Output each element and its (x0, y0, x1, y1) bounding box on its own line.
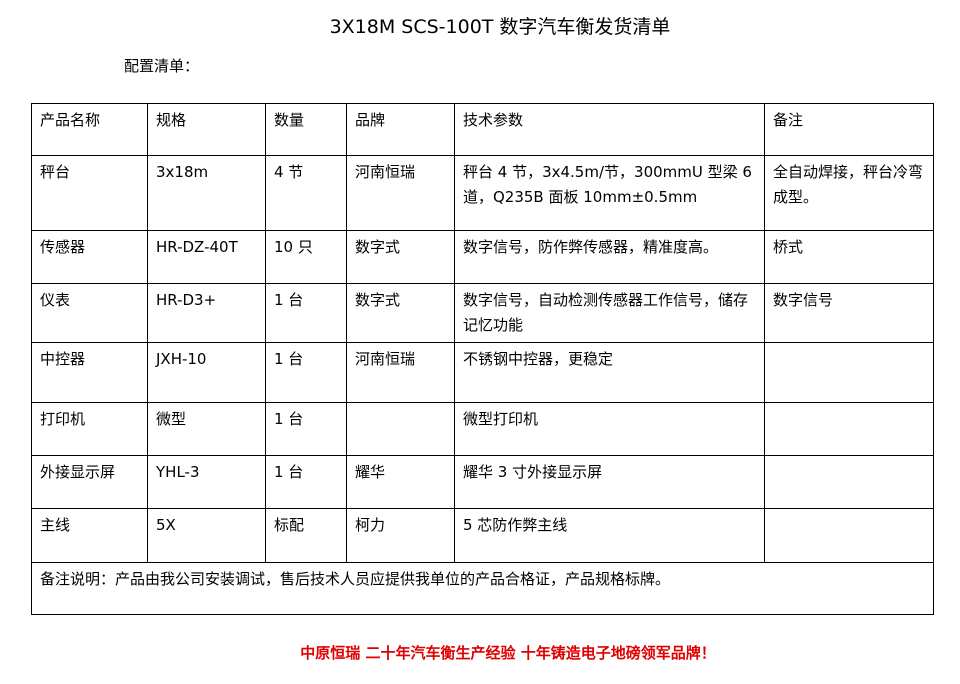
table-cell: 数字信号，自动检测传感器工作信号，储存记忆功能 (454, 283, 765, 343)
header-cell: 规格 (147, 103, 266, 156)
table-cell: 耀华 3 寸外接显示屏 (454, 455, 765, 509)
table-row: 仪表 HR-D3+ 1 台数字式 数字信号，自动检测传感器工作信号，储存记忆功能 数字信… (31, 283, 934, 343)
table-cell: 全自动焊接，秤台冷弯成型。 (764, 155, 934, 231)
table-cell: 数字信号，防作弊传感器，精准度高。 (454, 230, 765, 284)
table-cell (346, 402, 455, 456)
table-cell: 河南恒瑞 (346, 342, 455, 403)
table-cell: 不锈钢中控器，更稳定 (454, 342, 765, 403)
table-row: 打印机 微型 1 台 微型打印机 (31, 402, 934, 456)
table-cell: YHL-3 (147, 455, 266, 509)
config-list-label: 配置清单： (124, 57, 200, 75)
table-cell: 数字信号 (764, 283, 934, 343)
table-row: 传感器 HR-DZ-40T 10 只数字式 数字信号，防作弊传感器，精准度高。 桥式 (31, 230, 934, 284)
table-row: 中控器 JXH-10 1 台河南恒瑞 不锈钢中控器，更稳定 (31, 342, 934, 403)
header-cell: 品牌 (346, 103, 455, 156)
table-cell: 微型打印机 (454, 402, 765, 456)
table-cell: 柯力 (346, 508, 455, 563)
table-cell: 秤台 4 节，3x4.5m/节，300mmU 型梁 6 道，Q235B 面板 1… (454, 155, 765, 231)
header-cell: 技术参数 (454, 103, 765, 156)
table-cell: 1 台 (265, 455, 347, 509)
table-cell: 10 只 (265, 230, 347, 284)
table-row: 外接显示屏 YHL-3 1 台耀华 耀华 3 寸外接显示屏 (31, 455, 934, 509)
table-cell: 桥式 (764, 230, 934, 284)
table-cell: JXH-10 (147, 342, 266, 403)
table-cell: 1 台 (265, 342, 347, 403)
table-cell: 3x18m (147, 155, 266, 231)
table-cell: HR-DZ-40T (147, 230, 266, 284)
table-cell (764, 508, 934, 563)
table-cell: 河南恒瑞 (346, 155, 455, 231)
header-cell: 数量 (265, 103, 347, 156)
table-cell (764, 455, 934, 509)
table-cell: 4 节 (265, 155, 347, 231)
table-cell: 仪表 (31, 283, 148, 343)
table-cell: 传感器 (31, 230, 148, 284)
table-cell: 外接显示屏 (31, 455, 148, 509)
table-row: 主线 5X 标配 柯力 5 芯防作弊主线 (31, 508, 934, 563)
table-cell: 耀华 (346, 455, 455, 509)
table-cell: 打印机 (31, 402, 148, 456)
document-title: 3X18M SCS-100T 数字汽车衡发货清单 (329, 16, 671, 38)
table-cell: 5 芯防作弊主线 (454, 508, 765, 563)
table-row: 秤台 3x18m 4 节河南恒瑞 秤台 4 节，3x4.5m/节，300mmU 型梁 … (31, 155, 934, 231)
header-cell: 备注 (764, 103, 934, 156)
header-cell: 产品名称 (31, 103, 148, 156)
table-cell (764, 402, 934, 456)
note-row: 备注说明：产品由我公司安装调试，售后技术人员应提供我单位的产品合格证，产品规格标… (31, 562, 934, 615)
table-cell: 标配 (265, 508, 347, 563)
table-cell: 中控器 (31, 342, 148, 403)
shipping-list-table: 产品名称 规格 数量 品牌 技术参数 备注 秤台 3x18m 4 节河南恒瑞 秤台 4… (31, 103, 934, 615)
table-cell: 数字式 (346, 283, 455, 343)
table-cell: HR-D3+ (147, 283, 266, 343)
table-cell: 1 台 (265, 283, 347, 343)
table-cell: 微型 (147, 402, 266, 456)
table-header-row: 产品名称 规格 数量 品牌 技术参数 备注 (31, 103, 934, 156)
table-cell: 秤台 (31, 155, 148, 231)
table-cell (764, 342, 934, 403)
note-text: 备注说明：产品由我公司安装调试，售后技术人员应提供我单位的产品合格证，产品规格标… (31, 562, 934, 615)
table-cell: 数字式 (346, 230, 455, 284)
table-cell: 1 台 (265, 402, 347, 456)
table-cell: 主线 (31, 508, 148, 563)
table-cell: 5X (147, 508, 266, 563)
slogan: 中原恒瑞 二十年汽车衡生产经验 十年铸造电子地磅领军品牌！ (300, 644, 716, 662)
